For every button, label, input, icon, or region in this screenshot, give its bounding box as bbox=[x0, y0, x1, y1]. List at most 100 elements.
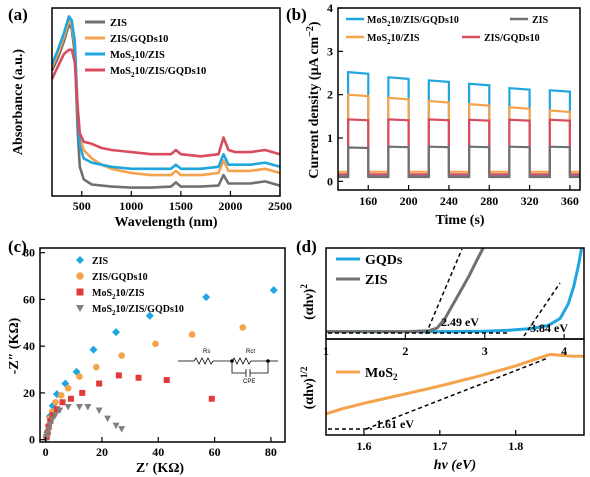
point-c-zis-8 bbox=[89, 345, 98, 354]
series-a-zis bbox=[50, 23, 281, 189]
panel-c-frame bbox=[39, 247, 286, 443]
tick-label-c-y-80: 80 bbox=[23, 246, 35, 260]
panel-d-bottom-y-label: (αhν)1/2 bbox=[299, 366, 317, 409]
point-c-mos2-10-zis-gqds10-9 bbox=[84, 403, 92, 411]
point-c-mos2-10-zis-4 bbox=[49, 412, 56, 419]
annotation-zis-bandgap: 2.49 eV bbox=[441, 315, 479, 329]
legend-a-label-zis: ZIS bbox=[110, 18, 127, 29]
circuit-label-rct: Rct bbox=[246, 349, 255, 355]
tick-label-b-y-3: 3 bbox=[327, 44, 333, 58]
point-c-zis-12 bbox=[269, 286, 278, 295]
panel-label-c: (c) bbox=[8, 237, 27, 256]
panel-b-x-ticks: 160 200 240 280 320 360 bbox=[359, 185, 579, 208]
legend-b-label-mos2-zis-gqds: MoS210/ZIS/GQDs10 bbox=[367, 15, 459, 28]
point-c-zis-gqds10-6 bbox=[57, 391, 65, 399]
tick-label-d-bottom-1.7: 1.7 bbox=[432, 439, 447, 453]
legend-a-label-zis-gqds: ZIS/GQDs10 bbox=[110, 34, 168, 45]
legend-a-label-mos2-zis: MoS210/ZIS bbox=[110, 50, 165, 63]
tick-label-b-x-320: 320 bbox=[521, 194, 539, 208]
panel-d-bottom-curves bbox=[325, 352, 584, 416]
panel-c: (c) 0 20 40 60 80 0 20 40 60 80 Z′ (KΩ) -Z″ (KΩ)… bbox=[7, 237, 286, 476]
panel-d-tangents bbox=[328, 248, 561, 430]
tick-label-c-x-60: 60 bbox=[209, 445, 221, 459]
tick-label-a-2000: 2000 bbox=[218, 199, 242, 213]
series-b-zis bbox=[338, 145, 580, 179]
tick-label-d-top-3: 3 bbox=[482, 344, 488, 358]
legend-c-marker-zis-gqds bbox=[76, 272, 84, 280]
point-c-zis-gqds10-8 bbox=[76, 373, 83, 380]
point-c-mos2-10-zis-13 bbox=[208, 395, 215, 402]
point-c-zis-gqds10-10 bbox=[118, 352, 125, 359]
tick-label-b-y-1: 1 bbox=[327, 131, 333, 145]
legend-c-marker-mos2-zis bbox=[76, 288, 84, 296]
panel-d-bottom-x-ticks: 1.6 1.7 1.8 bbox=[356, 430, 523, 453]
panel-a-x-ticks: 500 1000 1500 2000 2500 bbox=[73, 191, 292, 213]
legend-c-label-mos2-zis-gqds: MoS210/ZIS/GQDs10 bbox=[92, 304, 184, 317]
point-c-mos2-10-zis-gqds10-6 bbox=[56, 407, 64, 414]
point-c-mos2-10-zis-gqds10-5 bbox=[51, 412, 59, 419]
panel-a: (a) 500 1000 1500 2000 2500 Wavelength (nm) … bbox=[8, 5, 292, 230]
legend-c-marker-zis bbox=[76, 256, 84, 264]
annotation-mos2-bandgap: 1.61 eV bbox=[376, 417, 414, 431]
circuit-label-cpe: CPE bbox=[243, 379, 255, 385]
equivalent-circuit-inset: Rs Rct CPE bbox=[178, 349, 278, 385]
tangent-mos2 bbox=[365, 357, 549, 430]
panel-a-x-label: Wavelength (nm) bbox=[114, 215, 217, 230]
point-c-mos2-10-zis-gqds10-0 bbox=[42, 434, 50, 441]
panel-d-top-curves bbox=[326, 247, 584, 334]
legend-d-label-mos2: MoS2 bbox=[365, 366, 398, 382]
point-c-zis-gqds10-9 bbox=[93, 363, 100, 371]
tangent-gqds bbox=[523, 282, 561, 337]
point-c-zis-gqds10-7 bbox=[64, 384, 72, 392]
series-d-top-zis bbox=[326, 247, 485, 334]
panel-c-legend: ZIS ZIS/GQDs10 MoS210/ZIS MoS210/ZIS/GQD… bbox=[76, 256, 184, 317]
panel-b-legend: MoS210/ZIS/GQDs10 ZIS MoS210/ZIS ZIS/GQD… bbox=[346, 15, 549, 46]
panel-d-bottom-frame bbox=[325, 338, 585, 436]
point-c-mos2-10-zis-7 bbox=[67, 395, 74, 402]
point-c-mos2-10-zis-gqds10-4 bbox=[48, 416, 56, 424]
panel-b-curves bbox=[338, 70, 580, 179]
point-c-mos2-10-zis-3 bbox=[47, 417, 54, 424]
legend-b-label-zis: ZIS bbox=[532, 15, 549, 26]
panel-c-x-ticks: 0 20 40 60 80 bbox=[43, 437, 277, 459]
tick-label-b-x-280: 280 bbox=[480, 194, 498, 208]
point-c-zis-11 bbox=[202, 293, 211, 302]
point-c-mos2-10-zis-8 bbox=[79, 389, 86, 396]
point-c-zis-gqds10-12 bbox=[188, 331, 196, 338]
point-c-mos2-10-zis-gqds10-1 bbox=[43, 430, 51, 438]
tick-label-c-x-20: 20 bbox=[96, 445, 108, 459]
tick-label-d-top-1: 1 bbox=[323, 344, 329, 358]
point-c-mos2-10-zis-6 bbox=[59, 399, 66, 406]
tick-label-c-y-0: 0 bbox=[29, 433, 35, 447]
legend-c-label-zis-gqds: ZIS/GQDs10 bbox=[92, 272, 148, 283]
point-c-zis-9 bbox=[112, 328, 121, 337]
panel-b-y-label: Current density (μA cm−2) bbox=[305, 21, 322, 179]
point-c-mos2-10-zis-gqds10-12 bbox=[112, 422, 120, 430]
point-c-mos2-10-zis-5 bbox=[53, 406, 60, 413]
series-d-bottom-mos2 bbox=[325, 352, 584, 416]
tick-label-d-top-4: 4 bbox=[561, 344, 567, 358]
tick-label-c-y-60: 60 bbox=[23, 292, 35, 306]
legend-d-label-zis: ZIS bbox=[365, 273, 388, 288]
tick-label-a-1500: 1500 bbox=[169, 199, 193, 213]
point-c-zis-gqds10-13 bbox=[239, 324, 247, 331]
tangent-zis bbox=[425, 248, 463, 335]
panel-label-d: (d) bbox=[296, 237, 317, 256]
panel-d-bottom-legend: MoS2 bbox=[336, 366, 398, 382]
legend-b-label-mos2-zis: MoS210/ZIS bbox=[367, 33, 420, 46]
panel-d-top-x-ticks: 1 2 3 4 bbox=[323, 334, 567, 358]
panel-d-top-y-label: (αhν)2 bbox=[299, 284, 317, 320]
panel-label-a: (a) bbox=[8, 5, 28, 24]
panel-a-legend: ZIS ZIS/GQDs10 MoS210/ZIS MoS210/ZIS/GQD… bbox=[85, 18, 206, 79]
legend-c-label-zis: ZIS bbox=[92, 256, 109, 267]
point-c-mos2-10-zis-11 bbox=[135, 374, 142, 381]
tick-label-b-y-4: 4 bbox=[327, 1, 333, 15]
point-c-zis-10 bbox=[145, 311, 154, 320]
panel-d-x-label: hν (eV) bbox=[434, 458, 476, 473]
panel-b-y-ticks: 0 1 2 3 4 bbox=[327, 1, 343, 188]
point-c-mos2-10-zis-gqds10-3 bbox=[46, 421, 54, 428]
point-c-zis-gqds10-11 bbox=[152, 340, 159, 348]
panel-a-y-label: Absorbance (a.u.) bbox=[11, 49, 26, 156]
circuit-cpe bbox=[231, 361, 269, 377]
tick-label-b-x-160: 160 bbox=[359, 194, 377, 208]
